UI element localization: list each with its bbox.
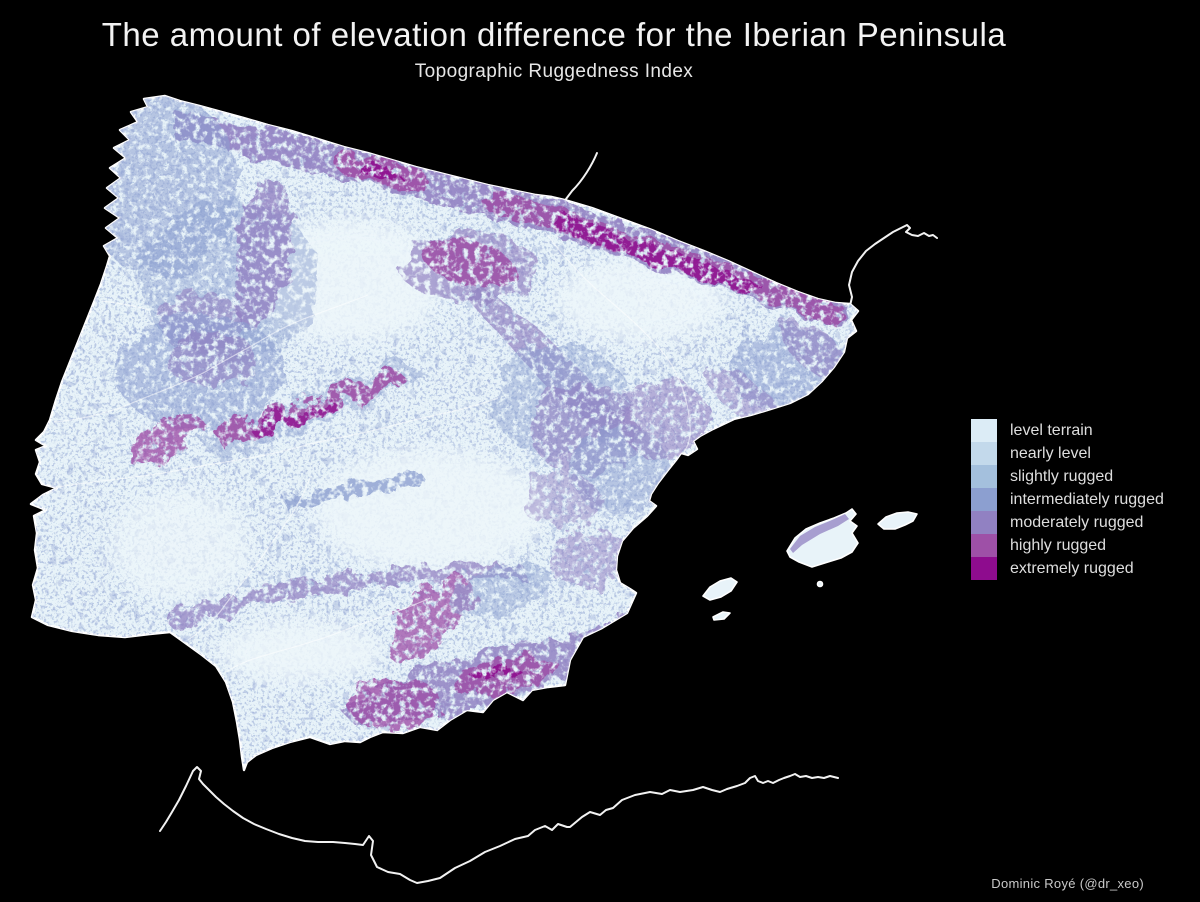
legend-swatch	[971, 511, 997, 534]
formentera	[712, 611, 731, 621]
rivers	[53, 231, 691, 673]
legend-swatch	[971, 465, 997, 488]
legend-label: slightly rugged	[1010, 467, 1114, 485]
legend-label: intermediately rugged	[1010, 490, 1164, 508]
menorca	[877, 511, 918, 530]
legend-swatch	[971, 557, 997, 580]
legend-swatch	[971, 534, 997, 557]
france-mediterranean-coastline	[848, 224, 938, 307]
balearic-islands	[702, 508, 918, 621]
legend-label: level terrain	[1010, 421, 1093, 439]
legend-item: slightly rugged	[971, 465, 1164, 488]
legend-item: moderately rugged	[971, 511, 1164, 534]
mallorca-tramuntana	[790, 514, 849, 553]
legend-item: level terrain	[971, 419, 1164, 442]
africa-coastline	[159, 766, 839, 884]
page-title: The amount of elevation difference for t…	[101, 16, 1007, 53]
header: The amount of elevation difference for t…	[0, 16, 1108, 83]
legend-item: highly rugged	[971, 534, 1164, 557]
legend-label: extremely rugged	[1010, 559, 1134, 577]
legend-label: highly rugged	[1010, 536, 1107, 554]
cabrera	[816, 580, 824, 588]
france-atlantic-coastline	[565, 152, 598, 200]
page-subtitle: Topographic Ruggedness Index	[414, 61, 694, 82]
legend-swatch	[971, 488, 997, 511]
ibiza	[702, 577, 738, 601]
legend: level terrain nearly level slightly rugg…	[971, 419, 1164, 580]
legend-label: nearly level	[1010, 444, 1091, 462]
legend-label: moderately rugged	[1010, 513, 1144, 531]
legend-swatch	[971, 419, 997, 442]
legend-swatch	[971, 442, 997, 465]
terrain-texture	[31, 96, 858, 770]
legend-item: nearly level	[971, 442, 1164, 465]
legend-item: intermediately rugged	[971, 488, 1164, 511]
legend-item: extremely rugged	[971, 557, 1164, 580]
credit: Dominic Royé (@dr_xeo)	[991, 876, 1144, 891]
